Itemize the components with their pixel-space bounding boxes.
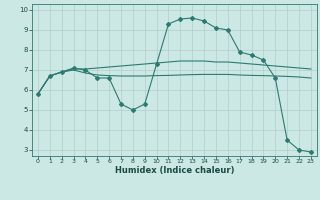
X-axis label: Humidex (Indice chaleur): Humidex (Indice chaleur) — [115, 166, 234, 175]
